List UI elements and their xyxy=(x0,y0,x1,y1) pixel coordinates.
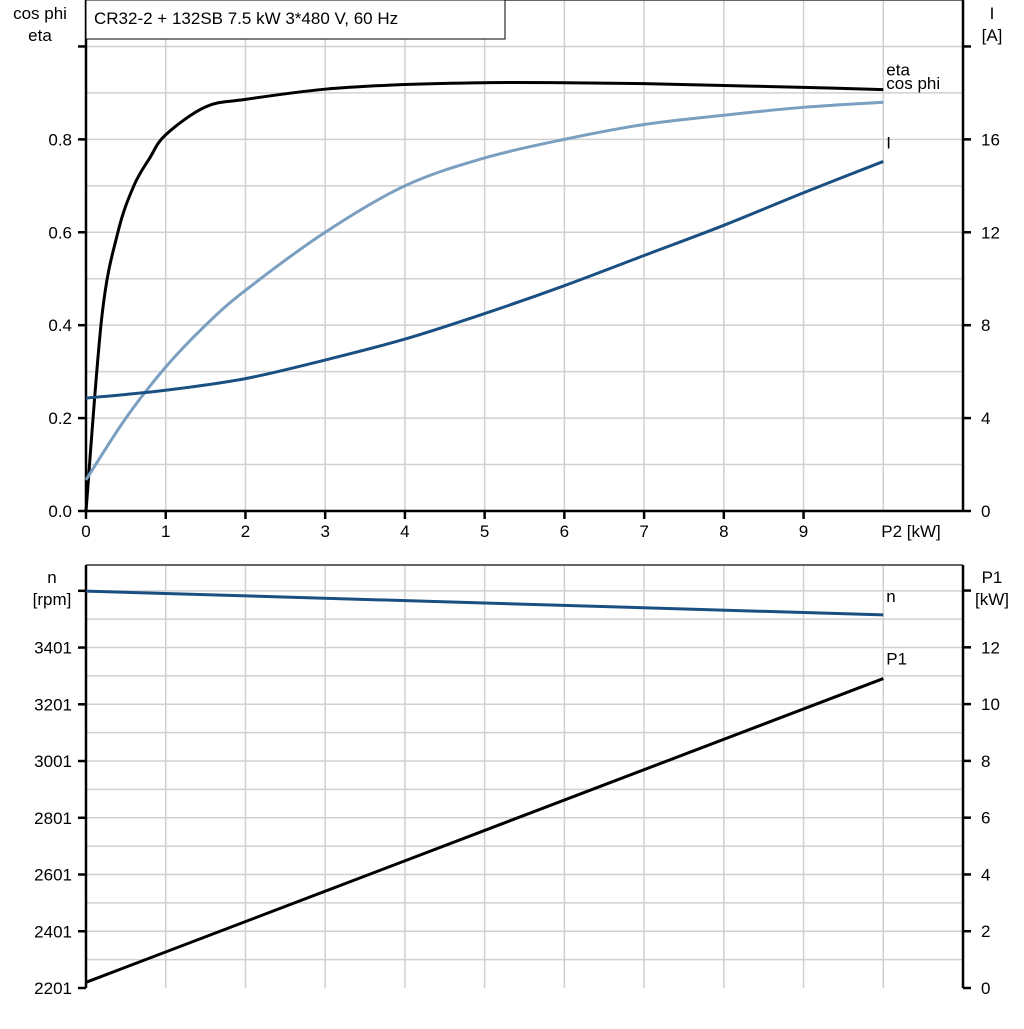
y-tick-label-left: 3401 xyxy=(34,639,72,658)
y-tick-label-left: 2201 xyxy=(34,979,72,998)
x-tick-label: 0 xyxy=(81,522,90,541)
y-axis-label-right: [A] xyxy=(982,26,1003,45)
chart-title: CR32-2 + 132SB 7.5 kW 3*480 V, 60 Hz xyxy=(94,9,398,28)
y-axis-label-right: P1 xyxy=(982,568,1003,587)
y-tick-label-right: 12 xyxy=(981,223,1000,242)
series-label-i: I xyxy=(886,133,891,152)
y-tick-label-left: 0.4 xyxy=(48,316,72,335)
y-axis-label-left: [rpm] xyxy=(33,590,72,609)
y-tick-label-left: 0.2 xyxy=(48,409,72,428)
y-tick-label-left: 2801 xyxy=(34,809,72,828)
x-tick-label: 5 xyxy=(480,522,489,541)
x-tick-label: 8 xyxy=(719,522,728,541)
series-label-eta: eta xyxy=(886,61,910,80)
y-tick-label-left: 3201 xyxy=(34,695,72,714)
y-axis-label-left: eta xyxy=(28,26,52,45)
series-label-cos-phi: cos phi xyxy=(886,74,940,93)
y-tick-label-right: 0 xyxy=(981,502,990,521)
y-tick-label-left: 0.6 xyxy=(48,223,72,242)
x-tick-label: 4 xyxy=(400,522,409,541)
series-line-cos-phi xyxy=(84,100,884,481)
lower-chart: 2201 2401 2601 2801 3001 3201 3401 0 2 4 6 8 10 12 n [r… xyxy=(33,564,1009,998)
y-tick-label-right: 16 xyxy=(981,130,1000,149)
y-tick-label-right: 4 xyxy=(981,865,990,884)
y-tick-label-left: 0.8 xyxy=(48,130,72,149)
series-line-eta xyxy=(84,81,884,512)
title-box xyxy=(85,0,506,40)
series-label-n: n xyxy=(886,587,895,606)
x-tick-label: 9 xyxy=(799,522,808,541)
y-tick-label-right: 2 xyxy=(981,922,990,941)
x-tick-label: 6 xyxy=(560,522,569,541)
y-tick-label-right: 0 xyxy=(981,979,990,998)
y-axis-label-left: n xyxy=(47,568,56,587)
series-line-i xyxy=(85,160,884,400)
y-tick-label-left: 0.0 xyxy=(48,502,72,521)
y-tick-label-right: 12 xyxy=(981,638,1000,657)
y-tick-label-right: 8 xyxy=(981,316,990,335)
y-tick-label-right: 10 xyxy=(981,695,1000,714)
y-axis-label-left: cos phi xyxy=(13,4,67,23)
x-tick-label: 3 xyxy=(320,522,329,541)
y-tick-label-right: 6 xyxy=(981,809,990,828)
series-label-p1: P1 xyxy=(886,650,907,669)
x-tick-label: 1 xyxy=(161,522,170,541)
y-tick-label-left: 2601 xyxy=(34,866,72,885)
series-line-p1 xyxy=(85,677,884,984)
y-tick-label-right: 8 xyxy=(981,752,990,771)
y-tick-label-right: 4 xyxy=(981,409,990,428)
y-tick-label-left: 2401 xyxy=(34,922,72,941)
y-axis-label-right: I xyxy=(990,4,995,23)
x-axis-label: P2 [kW] xyxy=(881,522,941,541)
y-axis-label-right: [kW] xyxy=(975,590,1009,609)
x-tick-label: 2 xyxy=(241,522,250,541)
x-tick-label: 7 xyxy=(639,522,648,541)
series-line-n xyxy=(85,589,884,617)
y-tick-label-left: 3001 xyxy=(34,752,72,771)
